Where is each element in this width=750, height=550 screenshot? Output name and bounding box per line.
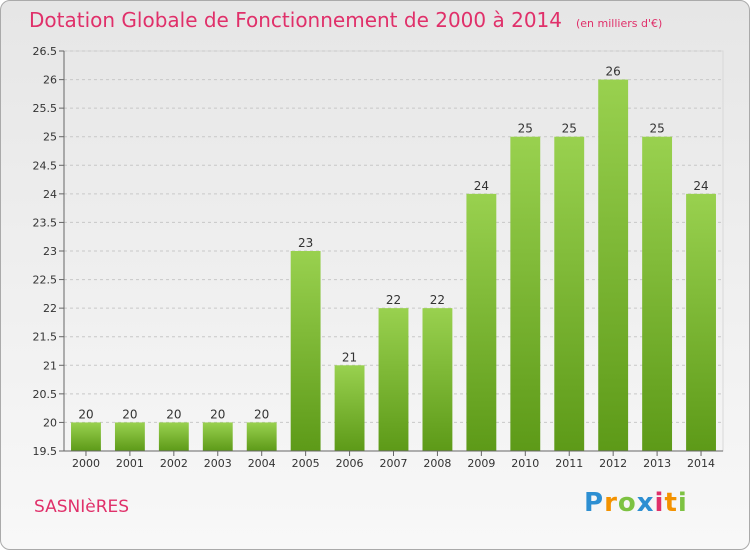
x-tick-label: 2009 (467, 457, 495, 470)
town-name: SASNIèRES (34, 497, 130, 517)
y-tick-label: 21 (43, 359, 57, 372)
logo-letter: x (636, 488, 655, 518)
logo-letter: i (677, 488, 688, 518)
data-label: 20 (166, 407, 181, 421)
bar (114, 422, 145, 451)
bar (202, 422, 233, 451)
x-tick-label: 2006 (336, 457, 364, 470)
x-tick-label: 2004 (248, 457, 276, 470)
data-label: 20 (254, 407, 269, 421)
chart-subtitle: (en milliers d'€) (576, 17, 663, 30)
x-tick-label: 2014 (687, 457, 715, 470)
y-tick-label: 24 (43, 188, 57, 201)
x-tick-label: 2000 (72, 457, 100, 470)
x-tick-label: 2002 (160, 457, 188, 470)
y-tick-label: 20.5 (33, 388, 58, 401)
y-tick-label: 25.5 (33, 102, 58, 115)
bar (422, 308, 453, 451)
bar (510, 136, 541, 451)
x-tick-label: 2005 (292, 457, 320, 470)
y-tick-label: 22 (43, 302, 57, 315)
x-tick-label: 2011 (555, 457, 583, 470)
bar (642, 136, 673, 451)
x-tick-label: 2007 (380, 457, 408, 470)
y-tick-label: 26 (43, 74, 57, 87)
data-label: 20 (78, 407, 93, 421)
data-label: 22 (386, 293, 401, 307)
x-tick-label: 2001 (116, 457, 144, 470)
data-label: 22 (430, 293, 445, 307)
logo-letter: r (604, 488, 618, 518)
x-tick-label: 2010 (511, 457, 539, 470)
x-tick-label: 2013 (643, 457, 671, 470)
y-tick-label: 19.5 (33, 445, 58, 458)
x-tick-label: 2003 (204, 457, 232, 470)
bar (334, 365, 365, 451)
data-label: 25 (649, 122, 664, 136)
data-label: 23 (298, 236, 313, 250)
bar (686, 193, 716, 451)
bar (378, 308, 409, 451)
logo-letter: t (664, 488, 678, 518)
y-tick-label: 23 (43, 245, 57, 258)
logo-letter: P (584, 488, 605, 518)
y-tick-label: 25 (43, 131, 57, 144)
y-tick-label: 23.5 (33, 216, 58, 229)
data-label: 24 (474, 179, 489, 193)
bar (554, 136, 585, 451)
y-tick-label: 26.5 (33, 45, 58, 58)
bar (466, 193, 497, 451)
data-label: 21 (342, 350, 357, 364)
y-tick-label: 22.5 (33, 274, 58, 287)
data-label: 26 (606, 65, 621, 79)
bar (158, 422, 189, 451)
data-label: 20 (122, 407, 137, 421)
logo-letter: i (654, 488, 665, 518)
chart-title: Dotation Globale de Fonctionnement de 20… (29, 8, 662, 32)
y-tick-label: 24.5 (33, 159, 58, 172)
bar (598, 79, 629, 452)
proxiti-logo: Proxiti (584, 488, 688, 518)
logo-letter: o (617, 488, 637, 518)
data-label: 25 (518, 122, 533, 136)
bar (71, 422, 101, 451)
bar (246, 422, 277, 451)
x-tick-label: 2012 (599, 457, 627, 470)
data-label: 20 (210, 407, 225, 421)
data-label: 25 (562, 122, 577, 136)
x-tick-label: 2008 (423, 457, 451, 470)
chart-title-text: Dotation Globale de Fonctionnement de 20… (29, 8, 562, 32)
bar (290, 251, 321, 451)
y-tick-label: 21.5 (33, 331, 58, 344)
y-tick-label: 20 (43, 416, 57, 429)
data-label: 24 (693, 179, 708, 193)
